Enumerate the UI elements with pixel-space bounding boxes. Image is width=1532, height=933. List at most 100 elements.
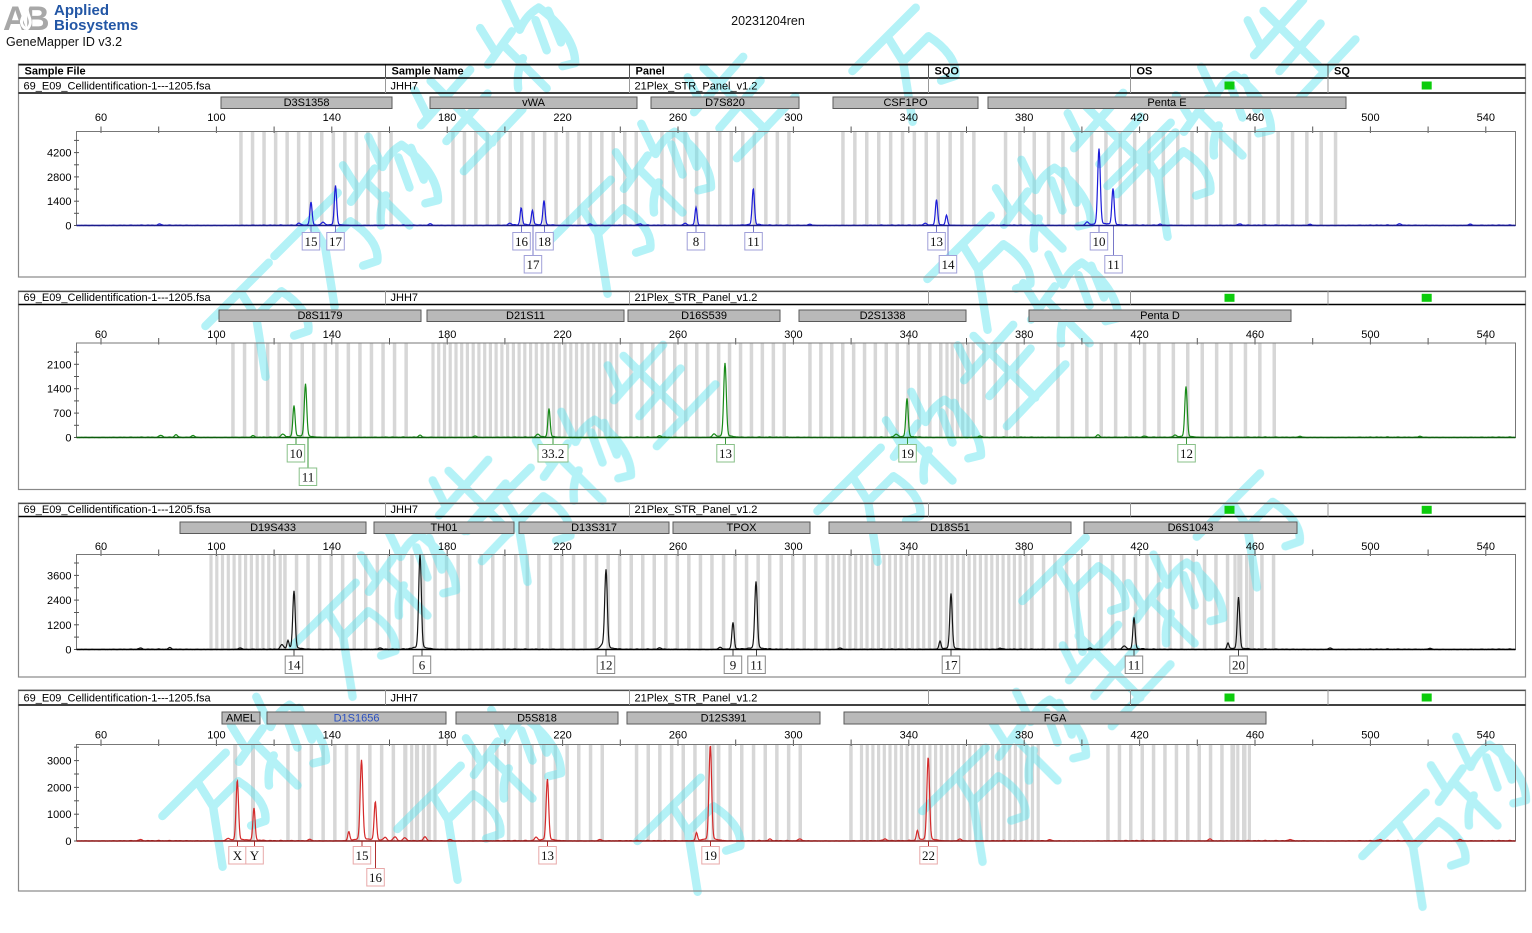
svg-text:13: 13 [719,446,732,461]
svg-text:140: 140 [323,730,341,742]
svg-text:220: 220 [553,112,571,124]
svg-text:FGA: FGA [1044,713,1067,725]
svg-text:12: 12 [1180,446,1193,461]
svg-text:100: 100 [207,112,225,124]
svg-text:540: 540 [1477,329,1495,341]
svg-text:540: 540 [1477,730,1495,742]
svg-text:460: 460 [1246,730,1264,742]
svg-text:14: 14 [942,257,956,272]
svg-text:17: 17 [527,257,541,272]
svg-text:21Plex_STR_Panel_v1.2: 21Plex_STR_Panel_v1.2 [635,81,758,93]
svg-text:380: 380 [1015,329,1033,341]
svg-text:6: 6 [419,658,426,673]
svg-text:180: 180 [438,730,456,742]
svg-text:220: 220 [553,730,571,742]
svg-text:JHH7: JHH7 [391,504,419,516]
svg-text:2800: 2800 [47,172,71,184]
svg-text:D21S11: D21S11 [506,310,545,322]
svg-text:140: 140 [323,112,341,124]
svg-text:11: 11 [1128,658,1141,673]
svg-text:8: 8 [693,234,700,249]
svg-text:9: 9 [730,658,737,673]
svg-text:100: 100 [207,329,225,341]
svg-text:D6S1043: D6S1043 [1168,522,1214,534]
svg-text:SQO: SQO [935,66,960,78]
svg-text:D13S317: D13S317 [571,522,617,534]
svg-text:69_E09_Cellidentification-1---: 69_E09_Cellidentification-1---1205.fsa [24,693,212,705]
svg-text:D19S433: D19S433 [250,522,296,534]
svg-text:100: 100 [207,730,225,742]
svg-text:260: 260 [669,541,687,553]
svg-text:260: 260 [669,112,687,124]
svg-text:180: 180 [438,112,456,124]
svg-text:Penta D: Penta D [1140,310,1180,322]
svg-text:11: 11 [750,658,763,673]
svg-text:69_E09_Cellidentification-1---: 69_E09_Cellidentification-1---1205.fsa [24,81,212,93]
svg-text:D7S820: D7S820 [705,97,745,109]
svg-text:12: 12 [600,658,613,673]
svg-text:60: 60 [95,329,107,341]
svg-text:SQ: SQ [1334,66,1350,78]
svg-text:21Plex_STR_Panel_v1.2: 21Plex_STR_Panel_v1.2 [635,504,758,516]
svg-text:GeneMapper ID v3.2: GeneMapper ID v3.2 [6,35,122,49]
svg-text:500: 500 [1361,329,1379,341]
svg-text:TPOX: TPOX [727,522,758,534]
svg-text:460: 460 [1246,329,1264,341]
svg-text:33.2: 33.2 [542,446,565,461]
svg-text:500: 500 [1361,112,1379,124]
svg-text:CSF1PO: CSF1PO [883,97,927,109]
svg-text:D8S1179: D8S1179 [297,310,342,322]
svg-text:TH01: TH01 [431,522,458,534]
svg-text:21Plex_STR_Panel_v1.2: 21Plex_STR_Panel_v1.2 [635,693,758,705]
svg-text:16: 16 [369,870,383,885]
svg-text:300: 300 [784,541,802,553]
svg-text:420: 420 [1130,730,1148,742]
svg-text:4200: 4200 [47,148,71,160]
svg-text:500: 500 [1361,541,1379,553]
svg-text:0: 0 [65,836,71,848]
svg-text:380: 380 [1015,541,1033,553]
svg-text:D5S818: D5S818 [517,713,557,725]
svg-text:140: 140 [323,329,341,341]
svg-text:540: 540 [1477,541,1495,553]
svg-text:540: 540 [1477,112,1495,124]
svg-text:300: 300 [784,730,802,742]
svg-text:1400: 1400 [47,384,71,396]
svg-text:60: 60 [95,541,107,553]
svg-text:260: 260 [669,730,687,742]
svg-text:19: 19 [704,848,717,863]
svg-text:10: 10 [290,446,303,461]
svg-text:D1S1656: D1S1656 [334,713,380,725]
svg-text:69_E09_Cellidentification-1---: 69_E09_Cellidentification-1---1205.fsa [24,504,212,516]
svg-text:220: 220 [553,329,571,341]
svg-text:Biosystems: Biosystems [54,17,138,34]
svg-text:100: 100 [207,541,225,553]
svg-text:Applied: Applied [54,2,109,19]
svg-text:1400: 1400 [47,196,71,208]
svg-text:1000: 1000 [47,809,71,821]
svg-text:D18S51: D18S51 [930,522,970,534]
svg-text:Penta E: Penta E [1147,97,1186,109]
svg-text:13: 13 [541,848,554,863]
svg-text:D3S1358: D3S1358 [284,97,330,109]
svg-text:JHH7: JHH7 [391,693,419,705]
svg-text:21Plex_STR_Panel_v1.2: 21Plex_STR_Panel_v1.2 [635,292,758,304]
svg-text:13: 13 [930,234,943,249]
svg-text:22: 22 [922,848,935,863]
svg-text:0: 0 [65,645,71,657]
svg-text:11: 11 [1107,257,1120,272]
svg-text:300: 300 [784,329,802,341]
svg-text:140: 140 [323,541,341,553]
svg-text:420: 420 [1130,541,1148,553]
svg-text:500: 500 [1361,730,1379,742]
svg-text:0: 0 [65,221,71,233]
svg-text:420: 420 [1130,329,1148,341]
svg-text:340: 340 [900,541,918,553]
svg-text:180: 180 [438,329,456,341]
svg-text:220: 220 [553,541,571,553]
svg-text:D12S391: D12S391 [701,713,747,725]
svg-text:340: 340 [900,730,918,742]
svg-text:0: 0 [65,433,71,445]
svg-text:OS: OS [1137,66,1153,78]
svg-text:20231204ren: 20231204ren [731,14,805,28]
